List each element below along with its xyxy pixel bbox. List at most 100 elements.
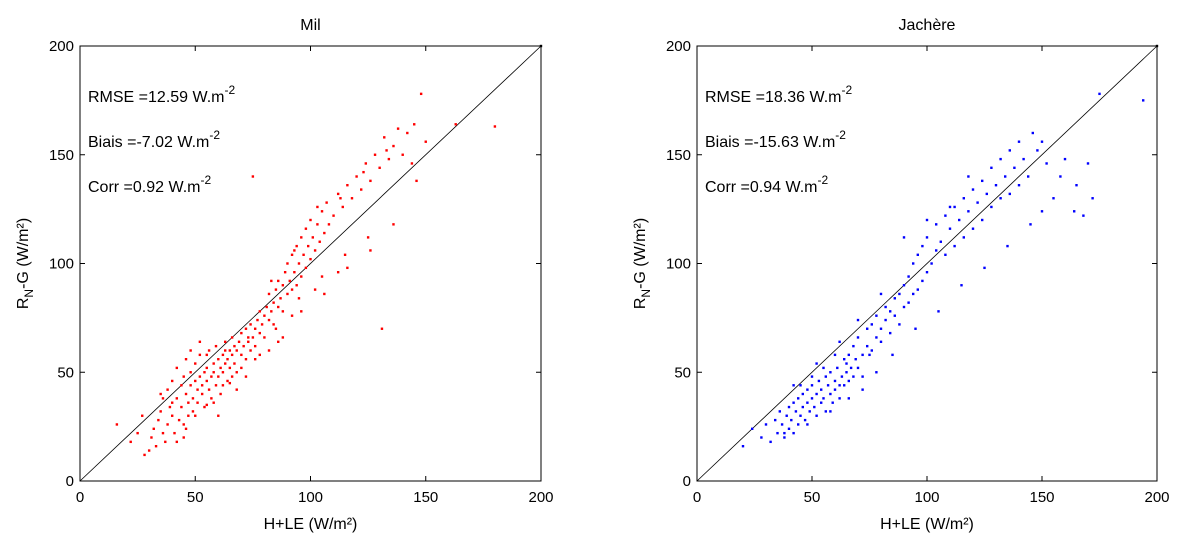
data-point [760,436,763,439]
data-point [990,205,993,209]
data-point [836,366,839,370]
data-point [224,362,227,365]
data-point [829,410,832,413]
data-point [907,275,910,278]
data-point [1052,197,1055,200]
data-point [161,397,165,400]
data-point [212,371,215,374]
data-point [267,318,271,322]
data-point [854,358,857,361]
data-point [203,405,206,409]
data-point [833,353,837,357]
data-point [820,388,823,391]
data-point [939,240,942,243]
data-point [304,266,308,270]
identity-line [79,45,542,482]
data-point [251,175,255,178]
data-point [845,371,848,374]
data-point [833,379,837,383]
data-point [783,436,786,439]
data-point [277,279,280,283]
data-point [994,184,998,187]
data-point [251,336,255,339]
data-point [295,284,298,287]
data-point [990,166,993,169]
data-point [413,123,416,126]
data-point [182,436,185,439]
data-point [286,262,289,265]
data-point [870,349,873,352]
data-point [1082,214,1085,217]
data-point [983,266,986,270]
data-point [925,218,929,222]
data-point [1029,223,1032,226]
data-point [930,262,933,265]
data-point [233,344,236,348]
stat-exponent: -2 [817,173,828,187]
data-point [776,431,779,435]
y-axis-label-main: R [632,298,649,310]
data-point [325,201,328,204]
data-point [1022,157,1025,161]
stat-exponent: -2 [842,83,853,97]
data-point [263,336,266,339]
data-point [228,349,232,352]
data-point [1073,210,1076,213]
data-point [914,327,917,330]
data-point [226,379,229,383]
data-point [281,336,285,339]
data-point [198,353,202,357]
data-point [1098,92,1101,96]
data-point [323,292,326,296]
data-point [205,403,208,407]
data-point [336,192,340,196]
data-point [346,184,349,187]
data-point [937,310,940,313]
data-point [866,327,869,330]
data-point [175,397,179,400]
data-point [971,227,975,230]
data-point [1040,210,1044,213]
data-point [953,244,956,248]
data-point [200,384,204,387]
data-point [304,227,308,230]
data-point [336,271,340,274]
data-point [875,371,878,374]
data-point [944,214,947,217]
data-point [295,244,298,248]
data-point [210,397,213,400]
data-point [290,288,294,291]
data-point [277,340,280,343]
data-point [1040,140,1044,143]
data-point [967,175,970,178]
data-point [240,366,243,370]
data-point [290,314,294,317]
data-point [845,362,848,365]
data-point [999,157,1002,161]
data-point [221,371,225,374]
data-point [230,353,234,357]
data-point [790,418,793,422]
data-point [792,401,795,404]
data-point [196,401,199,404]
data-point [948,227,952,230]
data-point [281,284,285,287]
data-point [870,323,873,326]
data-point [171,379,174,383]
data-point [861,375,864,378]
data-point [164,440,167,444]
data-point [369,249,372,252]
data-point [774,418,777,422]
data-point [1059,175,1062,178]
data-point [196,388,199,391]
data-point [792,384,795,387]
y-axis-label-sub: N [639,289,653,298]
data-point [247,340,250,343]
data-point [1031,131,1034,135]
data-point [847,353,850,357]
y-axis-label-sub: N [22,289,36,298]
data-point [228,381,232,385]
data-point [341,205,344,209]
data-point [902,284,906,287]
